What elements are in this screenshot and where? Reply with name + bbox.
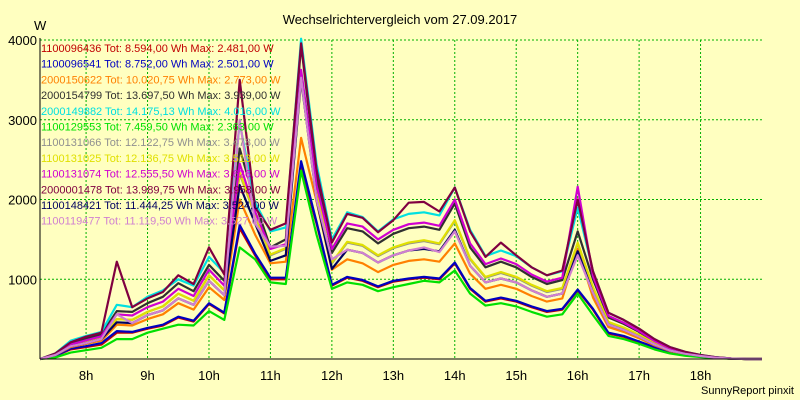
y-tick-label: 1000 xyxy=(8,272,37,287)
series-line-6 xyxy=(39,169,762,361)
tick-labels: 1000 2000 3000 4000 8h 9h 10h 11h 12h 13h 14h 15h 16… xyxy=(8,33,711,383)
x-tick-label: 9h xyxy=(140,368,154,383)
y-tick-label: 2000 xyxy=(8,193,37,208)
legend-entry-7: 1100131066 Tot: 12.122,75 Wh Max: 3.478,… xyxy=(41,137,280,149)
x-tick-label: 17h xyxy=(628,368,650,383)
x-tick-label: 8h xyxy=(79,368,93,383)
legend-entry-8: 1100131025 Tot: 12.136,75 Wh Max: 3.513,… xyxy=(41,153,280,165)
x-tick-label: 15h xyxy=(505,368,527,383)
legend-entry-4: 2000154799 Tot: 13.697,50 Wh Max: 3.939,… xyxy=(41,90,281,102)
series-line-12 xyxy=(39,76,762,361)
y-tick-label: 4000 xyxy=(8,33,37,48)
x-tick-label: 12h xyxy=(321,368,343,383)
legend-entry-9: 1100131074 Tot: 12.555,50 Wh Max: 3.626,… xyxy=(41,169,280,181)
y-axis-label: W xyxy=(34,18,47,33)
x-tick-label: 13h xyxy=(382,368,404,383)
series-line-2 xyxy=(39,160,762,361)
series-lines xyxy=(39,37,762,361)
axes xyxy=(39,38,762,360)
legend-entry-5: 2000149882 Tot: 14.175,13 Wh Max: 4.016,… xyxy=(41,106,281,118)
series-line-9 xyxy=(39,68,762,361)
legend-entry-10: 2000001478 Tot: 13.989,75 Wh Max: 3.958,… xyxy=(41,184,281,196)
x-tick-label: 10h xyxy=(198,368,220,383)
legend-entry-2: 1100096541 Tot: 8.752,00 Wh Max: 2.501,0… xyxy=(41,59,274,71)
legend-entry-3: 2000150622 Tot: 10.020,75 Wh Max: 2.773,… xyxy=(41,74,281,86)
x-tick-label: 16h xyxy=(567,368,589,383)
x-tick-label: 14h xyxy=(444,368,466,383)
x-tick-label: 11h xyxy=(260,368,281,383)
legend: 1100096436 Tot: 8.594,00 Wh Max: 2.481,0… xyxy=(41,43,281,228)
legend-entry-12: 1100119477 Tot: 11.119,50 Wh Max: 3.527,… xyxy=(41,216,278,228)
grid-lines xyxy=(40,39,762,359)
legend-entry-11: 1100148421 Tot: 11.444,25 Wh Max: 3.524,… xyxy=(41,200,280,212)
chart-title: Wechselrichtervergleich vom 27.09.2017 xyxy=(283,12,518,27)
series-line-10 xyxy=(39,42,762,361)
legend-entry-6: 1100129553 Tot: 7.459,50 Wh Max: 2.363,0… xyxy=(41,122,274,134)
series-line-8 xyxy=(39,77,762,361)
x-tick-label: 18h xyxy=(690,368,712,383)
y-tick-label: 3000 xyxy=(8,113,37,128)
credit-text: SunnyReport pinxit xyxy=(701,385,794,397)
series-line-3 xyxy=(39,136,762,361)
legend-entry-1: 1100096436 Tot: 8.594,00 Wh Max: 2.481,0… xyxy=(41,43,274,55)
